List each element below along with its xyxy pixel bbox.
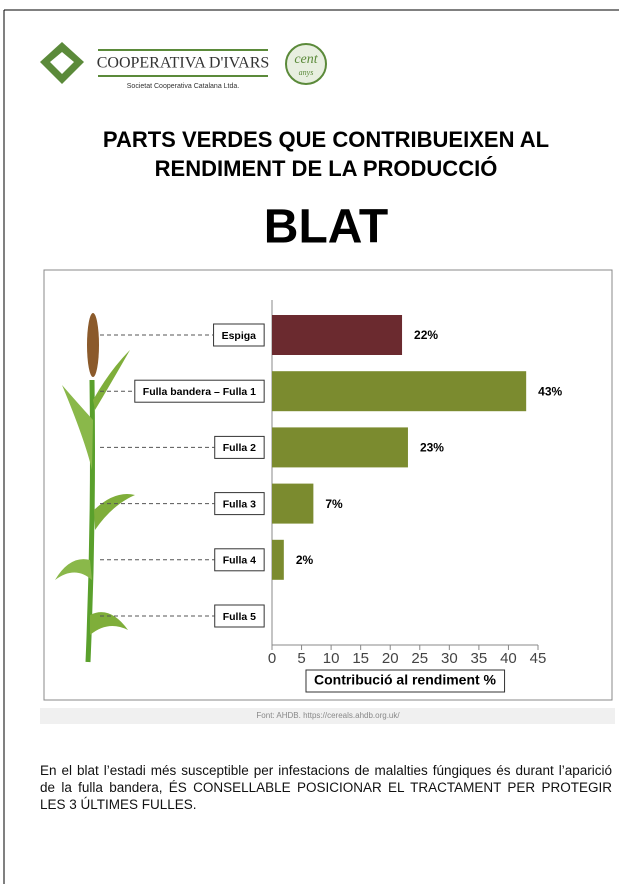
logo-name: COOPERATIVA D'IVARS: [97, 55, 270, 72]
bar: [272, 315, 402, 355]
x-tick-label: 40: [500, 650, 517, 667]
bar: [272, 371, 526, 411]
bar: [272, 540, 284, 580]
bar: [272, 484, 313, 524]
category-label: Fulla 2: [223, 442, 256, 454]
x-tick-label: 30: [441, 650, 458, 667]
value-label: 22%: [414, 328, 438, 342]
document: COOPERATIVA D'IVARS Societat Cooperativa…: [0, 0, 619, 884]
body-text: En el blat l’estadi més susceptible per …: [40, 762, 612, 813]
badge-text: anys: [299, 68, 314, 77]
subtitle: BLAT: [264, 201, 388, 254]
value-label: 2%: [296, 553, 314, 567]
value-label: 7%: [325, 497, 343, 511]
x-tick-label: 20: [382, 650, 399, 667]
x-axis-label: Contribució al rendiment %: [314, 672, 497, 688]
title-line: RENDIMENT DE LA PRODUCCIÓ: [155, 156, 498, 181]
source: Font: AHDB. https://cereals.ahdb.org.uk/: [256, 711, 400, 720]
category-label: Fulla bandera – Fulla 1: [143, 386, 256, 398]
x-tick-label: 5: [297, 650, 305, 667]
badge-text: cent: [294, 52, 318, 67]
x-tick-label: 10: [323, 650, 340, 667]
x-tick-label: 25: [411, 650, 428, 667]
category-label: Fulla 3: [223, 498, 256, 510]
bar: [272, 427, 408, 467]
category-label: Espiga: [222, 330, 257, 342]
category-label: Fulla 5: [223, 611, 256, 623]
page: COOPERATIVA D'IVARS Societat Cooperativa…: [0, 0, 619, 884]
x-tick-label: 15: [352, 650, 369, 667]
x-tick-label: 35: [471, 650, 488, 667]
x-tick-label: 45: [530, 650, 547, 667]
title-line: PARTS VERDES QUE CONTRIBUEIXEN AL: [103, 127, 549, 152]
category-label: Fulla 4: [223, 555, 256, 567]
logo-tagline: Societat Cooperativa Catalana Ltda.: [127, 83, 240, 90]
value-label: 23%: [420, 441, 444, 455]
x-tick-label: 0: [268, 650, 276, 667]
value-label: 43%: [538, 384, 562, 398]
